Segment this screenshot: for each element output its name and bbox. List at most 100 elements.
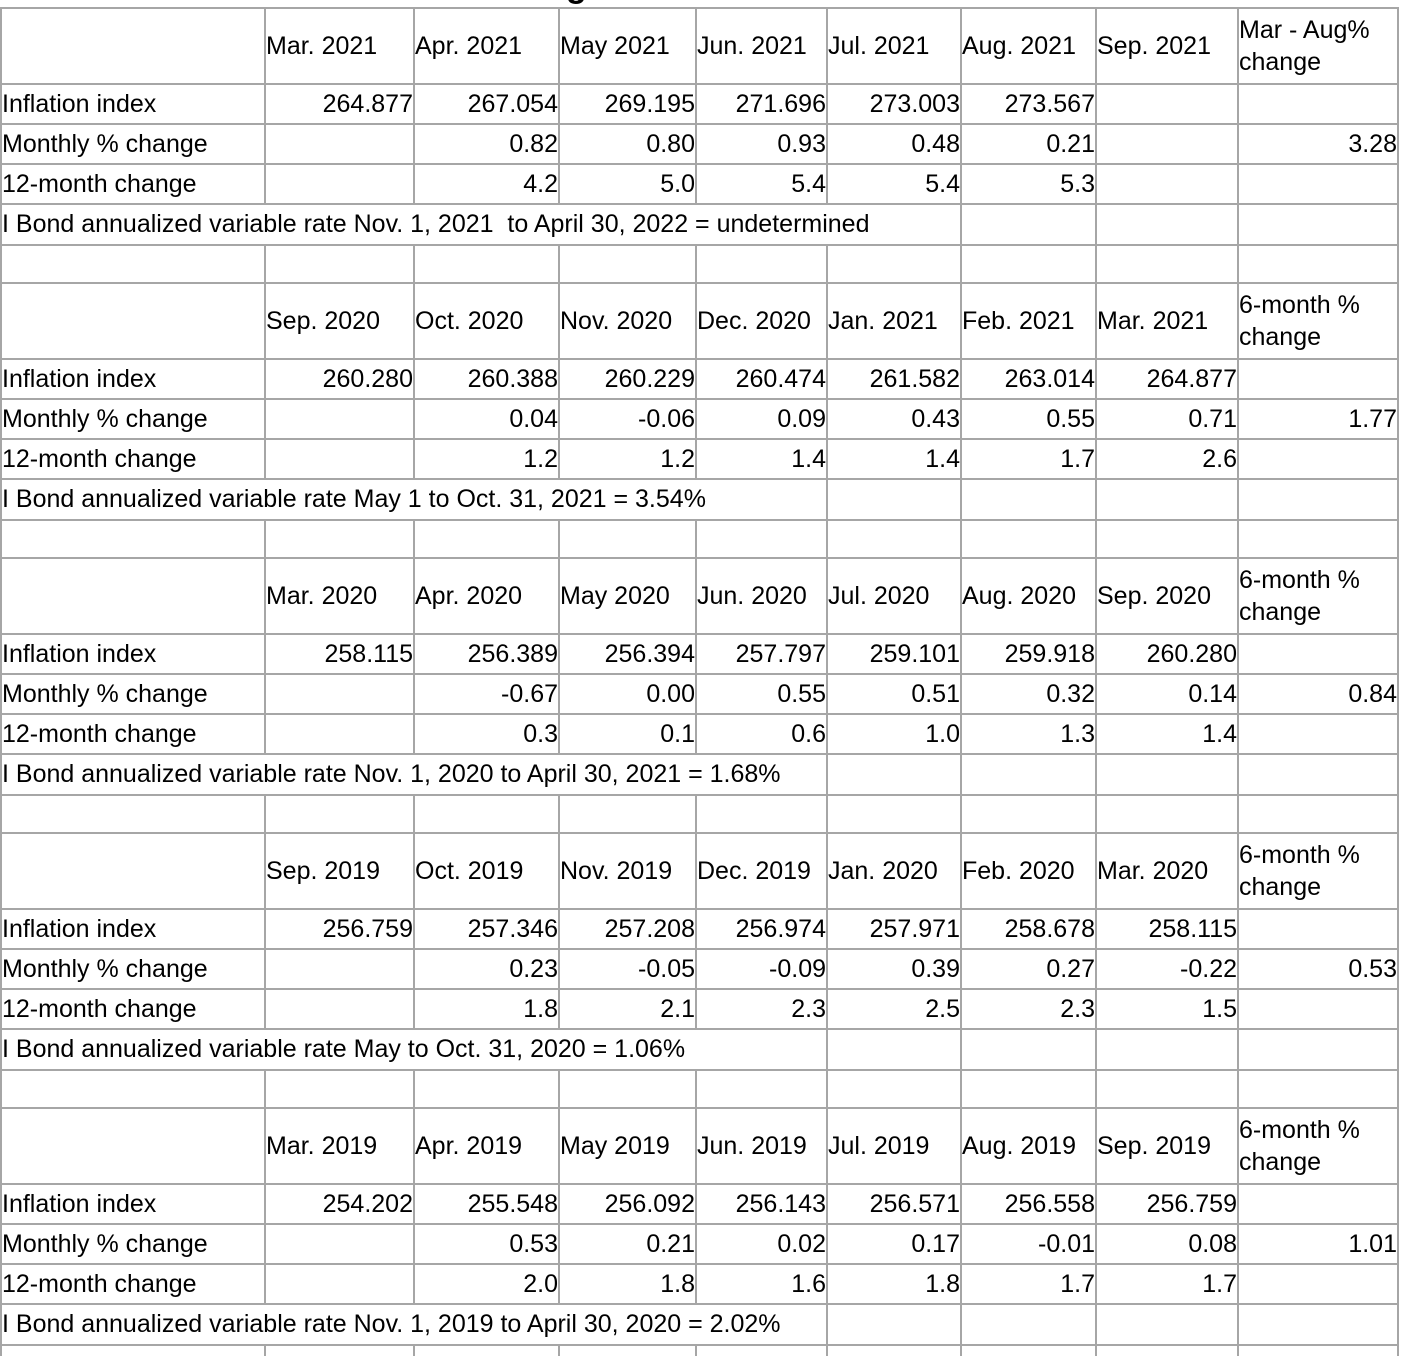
ibond-note-cell: I Bond annualized variable rate May 1 to… xyxy=(0,478,828,521)
change-header-cell: 6-month % change xyxy=(1237,1107,1399,1185)
spacer-row xyxy=(0,794,1399,834)
spacer-cell xyxy=(264,794,415,834)
twelve-month-cell: 5.4 xyxy=(695,163,828,205)
spacer-cell xyxy=(1237,794,1399,834)
inflation-value-cell: 259.101 xyxy=(826,633,962,675)
monthly-change-cell: 0.27 xyxy=(960,948,1097,990)
ibond-note-row: I Bond annualized variable rate May to O… xyxy=(0,1028,1399,1071)
row-label-cell: 12-month change xyxy=(0,1263,266,1305)
empty-cell xyxy=(1237,203,1399,246)
monthly-change-cell: 0.93 xyxy=(695,123,828,165)
row-label-cell: Monthly % change xyxy=(0,1223,266,1265)
inflation-value-cell: 256.092 xyxy=(558,1183,697,1225)
spacer-cell xyxy=(558,244,697,284)
month-header-cell: Nov. 2020 xyxy=(558,282,697,360)
spacer-cell xyxy=(960,1344,1097,1356)
empty-cell xyxy=(826,478,962,521)
period-change-cell xyxy=(1237,438,1399,480)
inflation-value-cell: 258.678 xyxy=(960,908,1097,950)
monthly-change-cell: 0.71 xyxy=(1095,398,1239,440)
inflation-value-cell: 259.918 xyxy=(960,633,1097,675)
inflation-value-cell: 255.548 xyxy=(413,1183,560,1225)
ibond-note-row: I Bond annualized variable rate Nov. 1, … xyxy=(0,203,1399,246)
inflation-value-cell: 264.877 xyxy=(1095,358,1239,400)
ibond-note-row: I Bond annualized variable rate Nov. 1, … xyxy=(0,753,1399,796)
month-header-cell: Sep. 2020 xyxy=(1095,557,1239,635)
twelve-month-cell xyxy=(1095,163,1239,205)
period-change-cell: 3.28 xyxy=(1237,123,1399,165)
spacer-row xyxy=(0,244,1399,284)
spacer-cell xyxy=(413,794,560,834)
spacer-cell xyxy=(1095,244,1239,284)
change-header-cell: Mar - Aug% change xyxy=(1237,7,1399,85)
change-header-cell: 6-month % change xyxy=(1237,557,1399,635)
spacer-cell xyxy=(264,244,415,284)
corner-cell xyxy=(0,832,266,910)
twelve-month-cell: 1.2 xyxy=(413,438,560,480)
empty-cell xyxy=(1095,478,1239,521)
inflation-value-cell: 256.974 xyxy=(695,908,828,950)
monthly-change-cell: -0.05 xyxy=(558,948,697,990)
ibond-note-cell: I Bond annualized variable rate May to O… xyxy=(0,1028,828,1071)
period-change-cell xyxy=(1237,908,1399,950)
month-header-cell: Aug. 2019 xyxy=(960,1107,1097,1185)
monthly-change-cell: -0.67 xyxy=(413,673,560,715)
empty-cell xyxy=(960,1303,1097,1346)
inflation-value-cell: 258.115 xyxy=(264,633,415,675)
spacer-cell xyxy=(1095,794,1239,834)
month-header-cell: Mar. 2021 xyxy=(1095,282,1239,360)
spacer-cell xyxy=(558,1069,697,1109)
monthly-change-cell xyxy=(264,123,415,165)
period-change-cell xyxy=(1237,1183,1399,1225)
inflation-value-cell: 267.054 xyxy=(413,83,560,125)
inflation-value-cell: 254.202 xyxy=(264,1183,415,1225)
month-header-cell: Jul. 2021 xyxy=(826,7,962,85)
row-label-cell: Inflation index xyxy=(0,83,266,125)
monthly-change-cell: 0.02 xyxy=(695,1223,828,1265)
month-header-cell: Jun. 2019 xyxy=(695,1107,828,1185)
inflation-value-cell: 271.696 xyxy=(695,83,828,125)
twelve-month-cell: 2.3 xyxy=(695,988,828,1030)
twelve-month-cell: 0.1 xyxy=(558,713,697,755)
month-header-cell: May 2019 xyxy=(558,1107,697,1185)
twelve-month-cell: 2.6 xyxy=(1095,438,1239,480)
inflation-value-cell: 273.567 xyxy=(960,83,1097,125)
spacer-cell xyxy=(695,1344,828,1356)
spacer-cell xyxy=(0,244,266,284)
spacer-cell xyxy=(0,1344,266,1356)
period-change-cell xyxy=(1237,1263,1399,1305)
spacer-cell xyxy=(1095,519,1239,559)
spacer-cell xyxy=(558,1344,697,1356)
inflation-value-cell: 273.003 xyxy=(826,83,962,125)
empty-cell xyxy=(1095,1028,1239,1071)
change-header-cell: 6-month % change xyxy=(1237,832,1399,910)
monthly-change-cell xyxy=(264,1223,415,1265)
row-label-cell: Inflation index xyxy=(0,633,266,675)
twelve-month-cell: 2.3 xyxy=(960,988,1097,1030)
period-change-cell xyxy=(1237,163,1399,205)
month-header-cell: Sep. 2019 xyxy=(264,832,415,910)
empty-cell xyxy=(1095,753,1239,796)
month-header-cell: Sep. 2019 xyxy=(1095,1107,1239,1185)
inflation-value-cell xyxy=(1095,83,1239,125)
monthly-change-cell: 0.48 xyxy=(826,123,962,165)
row-label-cell: 12-month change xyxy=(0,163,266,205)
period-change-cell: 0.84 xyxy=(1237,673,1399,715)
inflation-value-cell: 257.208 xyxy=(558,908,697,950)
inflation-value-cell: 256.759 xyxy=(1095,1183,1239,1225)
section-header-row: Sep. 2020 Oct. 2020 Nov. 2020 Dec. 2020 Jan.… xyxy=(0,282,1399,360)
ibond-note-row: I Bond annualized variable rate May 1 to… xyxy=(0,478,1399,521)
empty-cell xyxy=(826,1303,962,1346)
month-header-cell: Jul. 2019 xyxy=(826,1107,962,1185)
spacer-cell xyxy=(826,794,962,834)
spacer-cell xyxy=(826,1344,962,1356)
empty-cell xyxy=(1237,1303,1399,1346)
twelve-month-cell: 1.8 xyxy=(558,1263,697,1305)
monthly-change-cell: 0.53 xyxy=(413,1223,560,1265)
month-header-cell: Sep. 2020 xyxy=(264,282,415,360)
month-header-cell: Jun. 2020 xyxy=(695,557,828,635)
period-change-cell xyxy=(1237,358,1399,400)
month-header-cell: Dec. 2020 xyxy=(695,282,828,360)
twelve-month-cell: 5.4 xyxy=(826,163,962,205)
